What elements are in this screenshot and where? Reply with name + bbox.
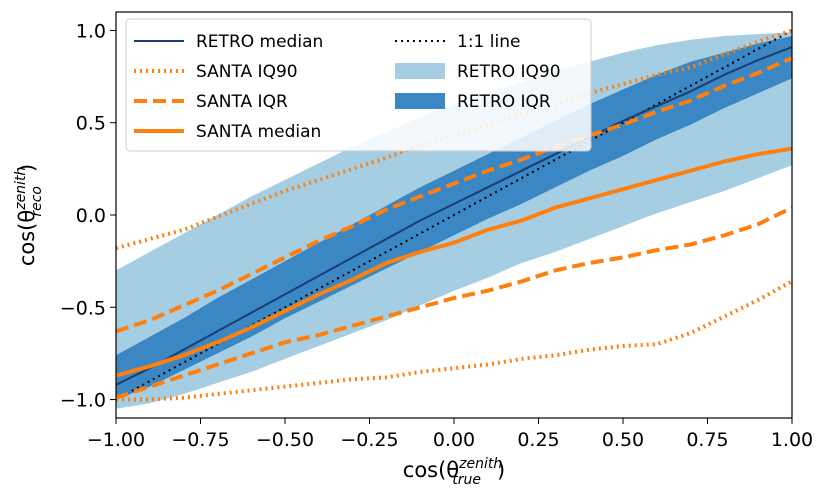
legend-label-santa-median: SANTA median (196, 122, 321, 142)
y-tick-label: −0.5 (60, 297, 106, 319)
x-tick-label: −0.75 (171, 429, 229, 451)
y-tick-label: 0.5 (76, 113, 106, 135)
y-tick-label: 0.0 (76, 205, 106, 227)
legend-label-retro-iqr: RETRO IQR (457, 92, 551, 112)
x-tick-label: −0.50 (256, 429, 314, 451)
ticks-layer: −1.00 −0.75 −0.50 −0.25 0.00 0.25 0.50 0.75 1.00… (60, 20, 813, 451)
x-tick-label: 0.25 (517, 429, 559, 451)
legend-label-santa-iqr: SANTA IQR (196, 92, 288, 112)
x-axis-label-base: cos(θ (403, 458, 459, 482)
series-santa-iqr-4 (116, 56, 792, 334)
y-axis-label-close: ) (15, 164, 39, 172)
x-axis-label-close: ) (497, 458, 505, 482)
y-axis-label-sup: zenith (13, 167, 29, 211)
series-layer (116, 28, 792, 402)
x-tick-label: −1.00 (87, 429, 145, 451)
x-tick-label: −0.25 (340, 429, 398, 451)
series-1-1-line-1 (116, 29, 792, 401)
y-tick-label: −1.0 (60, 390, 106, 412)
legend-label-retro-median: RETRO median (196, 32, 323, 52)
series-santa-iqr-5 (116, 205, 792, 400)
y-axis-label-base: cos(θ (15, 210, 39, 266)
x-tick-label: 0.00 (433, 429, 475, 451)
legend: RETRO median SANTA IQ90 SANTA IQR SANTA med… (125, 18, 592, 152)
y-tick-label: 1.0 (76, 20, 106, 42)
legend-swatch-retro-iqr (395, 93, 445, 109)
bands-layer (116, 32, 792, 409)
x-tick-label: 0.75 (686, 429, 728, 451)
legend-swatch-retro-iq90 (395, 63, 445, 79)
x-axis-label-sup: zenith (458, 456, 502, 472)
y-axis-label-sub: reco (29, 186, 45, 217)
legend-label-santa-iq90: SANTA IQ90 (196, 62, 298, 82)
legend-label-1-1-line: 1:1 line (457, 32, 520, 52)
y-axis-label: cos(θzenithreco) (13, 164, 45, 266)
x-axis-label: cos(θzenith true) (403, 456, 505, 488)
band-retro-iqr (116, 36, 792, 400)
series-retro-median-0 (116, 46, 792, 386)
legend-box (125, 18, 592, 152)
legend-label-retro-iq90: RETRO IQ90 (457, 62, 561, 82)
x-axis-label-sub: true (452, 472, 481, 488)
x-tick-label: 0.50 (602, 429, 644, 451)
x-tick-label: 1.00 (771, 429, 813, 451)
series-santa-median-6 (116, 146, 792, 378)
